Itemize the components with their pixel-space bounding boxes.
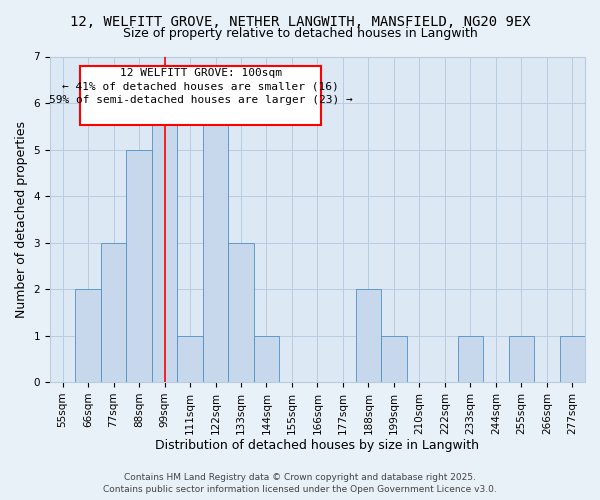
Bar <box>76 289 101 382</box>
Text: Size of property relative to detached houses in Langwith: Size of property relative to detached ho… <box>122 28 478 40</box>
Bar <box>228 242 254 382</box>
Bar <box>101 242 127 382</box>
Bar <box>356 289 381 382</box>
Bar <box>203 103 228 382</box>
Bar <box>152 103 178 382</box>
Y-axis label: Number of detached properties: Number of detached properties <box>15 121 28 318</box>
Bar <box>381 336 407 382</box>
Bar <box>178 336 203 382</box>
X-axis label: Distribution of detached houses by size in Langwith: Distribution of detached houses by size … <box>155 440 479 452</box>
Bar <box>509 336 534 382</box>
Text: 12 WELFITT GROVE: 100sqm
← 41% of detached houses are smaller (16)
59% of semi-d: 12 WELFITT GROVE: 100sqm ← 41% of detach… <box>49 68 352 104</box>
Bar <box>254 336 279 382</box>
Bar <box>127 150 152 382</box>
Text: Contains HM Land Registry data © Crown copyright and database right 2025.
Contai: Contains HM Land Registry data © Crown c… <box>103 473 497 494</box>
Bar <box>458 336 483 382</box>
Text: 12, WELFITT GROVE, NETHER LANGWITH, MANSFIELD, NG20 9EX: 12, WELFITT GROVE, NETHER LANGWITH, MANS… <box>70 15 530 29</box>
Bar <box>560 336 585 382</box>
